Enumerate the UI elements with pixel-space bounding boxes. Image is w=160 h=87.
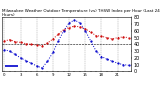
Text: Milwaukee Weather Outdoor Temperature (vs) THSW Index per Hour (Last 24 Hours): Milwaukee Weather Outdoor Temperature (v… [2,9,159,17]
